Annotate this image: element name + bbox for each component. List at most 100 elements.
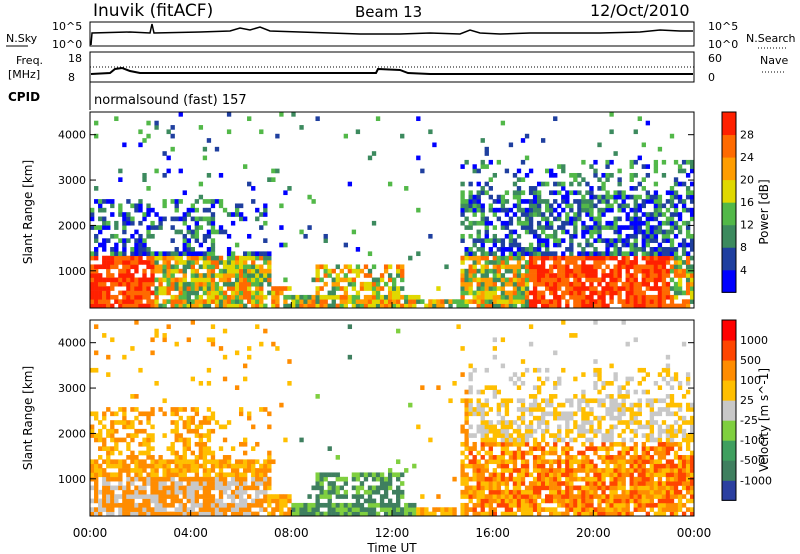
heatmap-cell xyxy=(637,459,642,465)
heatmap-cell xyxy=(540,398,546,404)
heatmap-cell xyxy=(396,502,401,508)
heatmap-cell xyxy=(681,341,687,347)
heatmap-cell xyxy=(669,194,675,200)
heatmap-cell xyxy=(392,472,397,478)
heatmap-cell xyxy=(609,433,614,438)
heatmap-cell xyxy=(492,294,497,300)
heatmap-cell xyxy=(504,268,510,274)
heatmap-cell xyxy=(549,476,554,482)
heatmap-cell xyxy=(472,212,477,217)
heatmap-cell xyxy=(194,424,200,430)
heatmap-cell xyxy=(677,277,683,283)
heatmap-cell xyxy=(685,299,691,304)
heatmap-cell xyxy=(94,233,99,239)
heatmap-cell xyxy=(343,303,349,309)
heatmap-cell xyxy=(496,498,502,504)
heatmap-cell xyxy=(247,273,252,278)
heatmap-cell xyxy=(460,260,465,265)
heatmap-cell xyxy=(271,507,276,512)
heatmap-cell xyxy=(476,286,481,291)
heatmap-cell xyxy=(460,502,465,508)
heatmap-cell xyxy=(609,485,614,491)
heatmap-cell xyxy=(621,320,626,325)
heatmap-cell xyxy=(162,411,167,417)
heatmap-cell xyxy=(492,268,497,274)
heatmap-cell xyxy=(464,203,469,209)
heatmap-cell xyxy=(629,247,634,252)
heatmap-cell xyxy=(524,507,530,512)
heatmap-cell xyxy=(492,472,497,478)
heatmap-cell xyxy=(553,299,558,304)
heatmap-cell xyxy=(259,264,264,270)
heatmap-cell xyxy=(605,164,610,169)
heatmap-cell xyxy=(327,294,332,300)
heatmap-cell xyxy=(355,303,361,309)
heatmap-cell xyxy=(492,441,497,447)
heatmap-cell xyxy=(585,476,590,482)
heatmap-cell xyxy=(118,255,123,261)
heatmap-cell xyxy=(154,380,159,386)
heatmap-cell xyxy=(520,494,526,499)
heatmap-cell xyxy=(492,212,497,217)
heatmap-cell xyxy=(355,299,361,304)
heatmap-cell xyxy=(492,489,497,495)
heatmap-cell xyxy=(589,233,594,239)
heatmap-cell xyxy=(617,441,622,447)
heatmap-cell xyxy=(243,472,248,478)
heatmap-cell xyxy=(661,159,667,165)
heatmap-cell xyxy=(222,472,228,478)
heatmap-cell xyxy=(629,164,634,169)
heatmap-cell xyxy=(206,299,212,304)
heatmap-cell xyxy=(202,498,208,504)
heatmap-cell xyxy=(673,494,679,499)
power-ylabel: Slant Range [km] xyxy=(21,160,35,264)
heatmap-cell xyxy=(689,494,695,499)
heatmap-cell xyxy=(508,494,514,499)
heatmap-cell xyxy=(524,303,530,309)
heatmap-cell xyxy=(613,502,618,508)
heatmap-cell xyxy=(532,507,538,512)
heatmap-cell xyxy=(174,485,179,491)
heatmap-cell xyxy=(170,472,175,478)
heatmap-cell xyxy=(661,264,667,270)
heatmap-cell xyxy=(492,485,497,491)
heatmap-cell xyxy=(319,303,324,309)
heatmap-cell xyxy=(641,281,646,287)
heatmap-cell xyxy=(681,476,687,482)
heatmap-cell xyxy=(383,502,389,508)
heatmap-cell xyxy=(339,299,344,304)
heatmap-cell xyxy=(589,441,594,447)
colorbar-tick-label: 1000 xyxy=(740,334,768,347)
heatmap-cell xyxy=(247,251,252,257)
heatmap-cell xyxy=(504,303,510,309)
heatmap-cell xyxy=(194,472,200,478)
heatmap-cell xyxy=(468,411,473,417)
heatmap-cell xyxy=(492,260,497,265)
heatmap-cell xyxy=(251,498,256,504)
heatmap-cell xyxy=(528,242,534,248)
heatmap-cell xyxy=(657,268,663,274)
heatmap-cell xyxy=(146,420,151,425)
heatmap-cell xyxy=(677,502,683,508)
heatmap-cell xyxy=(126,424,131,430)
heatmap-cell xyxy=(275,498,280,504)
heatmap-cell xyxy=(448,507,453,512)
heatmap-cell xyxy=(315,485,320,491)
heatmap-cell xyxy=(331,303,336,309)
heatmap-cell xyxy=(251,424,256,430)
heatmap-cell xyxy=(190,420,195,425)
heatmap-cell xyxy=(162,172,167,178)
heatmap-cell xyxy=(287,498,292,504)
heatmap-cell xyxy=(585,411,590,417)
heatmap-cell xyxy=(347,511,353,517)
heatmap-cell xyxy=(347,277,353,283)
heatmap-cell xyxy=(605,290,610,296)
heatmap-cell xyxy=(118,485,123,491)
heatmap-cell xyxy=(617,177,622,182)
heatmap-cell xyxy=(174,463,179,469)
heatmap-cell xyxy=(279,402,284,408)
heatmap-cell xyxy=(492,238,497,243)
heatmap-cell xyxy=(146,494,151,499)
heatmap-cell xyxy=(114,494,119,499)
heatmap-cell xyxy=(299,437,304,443)
